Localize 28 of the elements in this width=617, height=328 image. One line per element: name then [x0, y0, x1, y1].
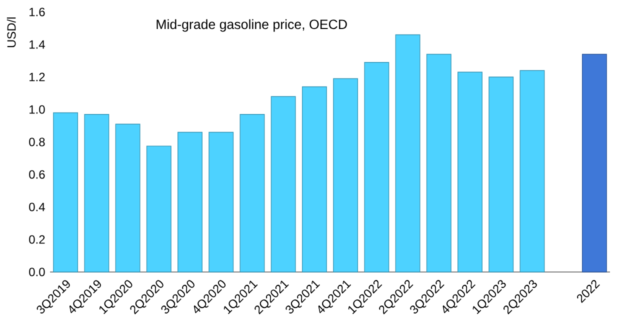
bar — [240, 114, 265, 272]
bar — [520, 70, 545, 272]
y-tick-label: 0.6 — [29, 170, 45, 179]
bar — [84, 114, 110, 272]
bar — [208, 132, 234, 272]
bar — [488, 76, 514, 272]
bar — [302, 86, 327, 272]
bar — [458, 72, 482, 272]
bar — [364, 62, 390, 272]
bar — [333, 78, 358, 272]
bar — [582, 54, 607, 272]
y-tick-label: 0.8 — [29, 138, 45, 146]
y-tick-label: 1.0 — [30, 105, 45, 114]
bar — [178, 132, 202, 272]
y-tick-label: 1.2 — [30, 72, 45, 82]
bar — [270, 96, 296, 272]
y-tick-label: 1.4 — [30, 40, 45, 49]
bar — [146, 146, 172, 272]
text: Mid-grade gasoline price, OECD — [156, 19, 347, 32]
bar — [115, 124, 140, 272]
y-axis-title: USD/l — [6, 18, 16, 48]
y-tick-label: 1.6 — [30, 8, 45, 16]
bar — [53, 112, 78, 272]
y-tick-label: 0.0 — [29, 268, 45, 276]
bar — [395, 34, 420, 272]
y-tick-label: 0.2 — [29, 235, 45, 244]
y-tick-label: 0.4 — [29, 202, 45, 212]
bar — [426, 54, 452, 272]
